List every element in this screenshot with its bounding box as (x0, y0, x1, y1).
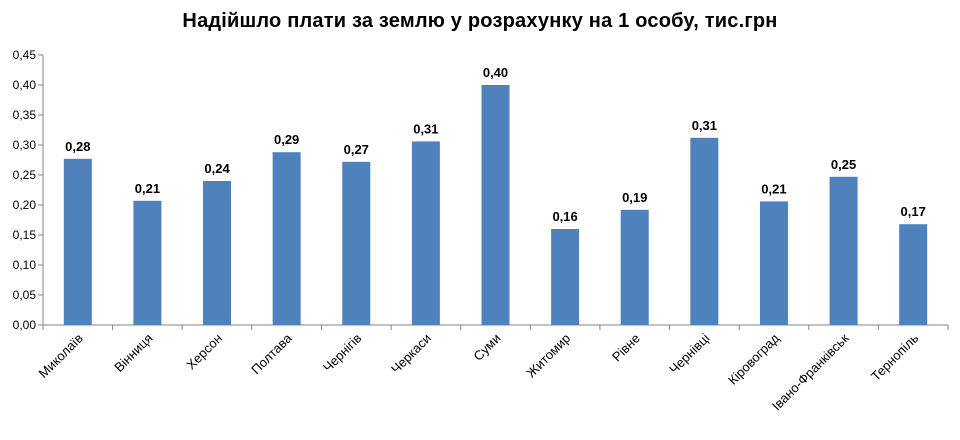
x-tick-label: Полтава (248, 330, 295, 377)
bar (690, 137, 719, 325)
data-label: 0,19 (622, 190, 647, 205)
bar (481, 85, 510, 325)
bar (620, 209, 649, 325)
y-tick-label: 0,20 (13, 198, 37, 212)
y-tick-label: 0,45 (13, 48, 37, 62)
x-tick-label: Черкаси (388, 331, 434, 377)
x-tick-label: Чернівці (666, 330, 712, 376)
data-label: 0,29 (274, 132, 299, 147)
data-label: 0,40 (483, 65, 508, 80)
bar (342, 161, 371, 325)
y-tick-label: 0,40 (13, 78, 37, 92)
x-tick-label: Вінниця (111, 331, 155, 375)
x-tick-label: Житомир (523, 331, 573, 381)
x-tick-label: Рівне (609, 331, 643, 365)
data-label: 0,25 (831, 157, 856, 172)
data-label: 0,21 (761, 181, 786, 196)
x-tick-label: Херсон (183, 331, 225, 373)
y-tick-label: 0,05 (13, 288, 37, 302)
data-label: 0,24 (204, 161, 230, 176)
bar (899, 224, 928, 325)
bar (63, 158, 92, 325)
y-tick-label: 0,15 (13, 228, 37, 242)
bar (551, 229, 580, 325)
y-tick-label: 0,10 (13, 258, 37, 272)
bar (759, 201, 788, 325)
data-label: 0,21 (135, 181, 160, 196)
x-tick-label: Тернопіль (868, 330, 921, 383)
data-label: 0,16 (552, 209, 577, 224)
data-label: 0,28 (65, 139, 90, 154)
chart-title: Надійшло плати за землю у розрахунку на … (182, 10, 778, 32)
x-tick-label: Івано-Франківськ (769, 330, 852, 413)
x-tick-label: Суми (470, 331, 503, 364)
x-tick-label: Миколаїв (36, 330, 86, 380)
x-tick-label: Кіровоград (725, 330, 782, 387)
data-label: 0,27 (344, 142, 369, 157)
data-label: 0,31 (692, 118, 717, 133)
y-tick-label: 0,00 (13, 318, 37, 332)
bar (411, 141, 440, 325)
y-tick-label: 0,35 (13, 108, 37, 122)
bar (133, 200, 162, 325)
bar (829, 176, 858, 325)
x-tick-label: Чернігів (320, 330, 364, 374)
y-tick-label: 0,30 (13, 138, 37, 152)
data-label: 0,17 (901, 204, 926, 219)
bar (203, 181, 232, 325)
y-tick-label: 0,25 (13, 168, 37, 182)
data-label: 0,31 (413, 121, 438, 136)
bar (272, 152, 301, 325)
